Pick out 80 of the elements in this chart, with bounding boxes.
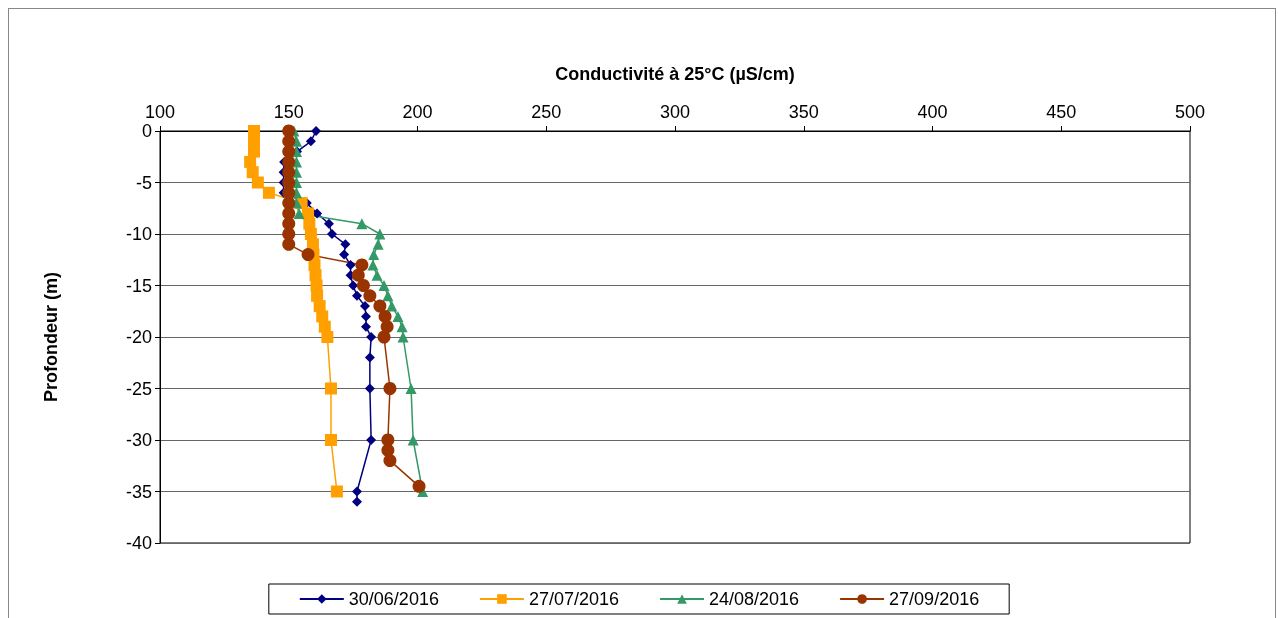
- point: [282, 217, 296, 231]
- legend-label: 27/07/2016: [528, 589, 620, 609]
- point: [330, 485, 343, 498]
- point: [392, 310, 404, 322]
- y-tick-label: -5: [135, 172, 152, 193]
- point: [377, 330, 391, 344]
- point: [324, 382, 337, 395]
- x-tick-label: 500: [1174, 102, 1206, 122]
- point: [282, 186, 296, 200]
- point: [373, 299, 387, 313]
- y-axis-title: Profondeur (m): [41, 272, 61, 402]
- point: [405, 383, 417, 394]
- point: [339, 249, 350, 260]
- point: [361, 321, 371, 332]
- y-tick-label: -30: [125, 430, 152, 450]
- point: [374, 228, 386, 240]
- point: [293, 207, 305, 219]
- x-tick-label: 350: [788, 102, 819, 122]
- point: [366, 332, 377, 342]
- point: [246, 166, 259, 179]
- legend-label: 24/08/2016: [709, 589, 800, 609]
- point: [378, 280, 390, 291]
- y-tick-label: 0: [141, 121, 152, 141]
- point: [361, 311, 371, 322]
- point: [397, 331, 409, 343]
- point: [386, 300, 398, 312]
- point: [356, 218, 368, 230]
- point: [351, 486, 362, 497]
- y-tick-label: -35: [125, 481, 152, 502]
- point: [282, 237, 296, 251]
- point: [282, 155, 296, 169]
- point: [355, 258, 369, 272]
- point: [383, 382, 397, 395]
- point: [351, 290, 362, 301]
- point: [345, 259, 356, 270]
- point: [305, 136, 316, 147]
- point: [396, 321, 408, 333]
- point: [364, 383, 375, 394]
- point: [351, 268, 365, 282]
- x-tick-label: 450: [1046, 102, 1077, 122]
- point: [340, 239, 351, 250]
- point: [363, 289, 377, 303]
- point: [412, 479, 426, 493]
- point: [316, 310, 329, 323]
- x-tick-label: 300: [659, 102, 691, 122]
- x-tick-label: 400: [917, 102, 948, 122]
- x-tick-label: 250: [531, 102, 562, 122]
- point: [351, 496, 362, 507]
- point: [368, 249, 380, 261]
- point: [311, 126, 322, 136]
- x-tick-label: 200: [402, 102, 433, 122]
- y-tick-label: -15: [125, 275, 152, 296]
- x-tick-label: 150: [273, 102, 304, 122]
- point: [324, 434, 337, 446]
- y-tick-label: -40: [125, 533, 152, 553]
- point: [323, 218, 334, 229]
- x-tick-label: 100: [144, 102, 176, 122]
- point: [371, 269, 383, 281]
- point: [301, 248, 315, 262]
- point: [367, 259, 379, 271]
- point: [364, 352, 375, 363]
- y-tick-label: -20: [125, 327, 152, 347]
- legend-label: 30/06/2016: [348, 589, 439, 609]
- point: [327, 229, 338, 239]
- point: [372, 238, 384, 250]
- point: [356, 279, 370, 292]
- point: [366, 435, 377, 445]
- point: [262, 186, 275, 199]
- point: [407, 434, 419, 446]
- x-axis-title: Conductivité à 25°C (µS/cm): [555, 64, 795, 84]
- point: [251, 176, 264, 189]
- y-tick-label: -25: [125, 378, 152, 399]
- point: [309, 269, 322, 282]
- y-tick-label: -10: [125, 224, 152, 244]
- point: [359, 301, 370, 312]
- point: [382, 290, 394, 302]
- point: [321, 331, 334, 343]
- point: [383, 454, 397, 468]
- legend-label: 27/09/2016: [889, 589, 980, 609]
- point: [380, 320, 394, 334]
